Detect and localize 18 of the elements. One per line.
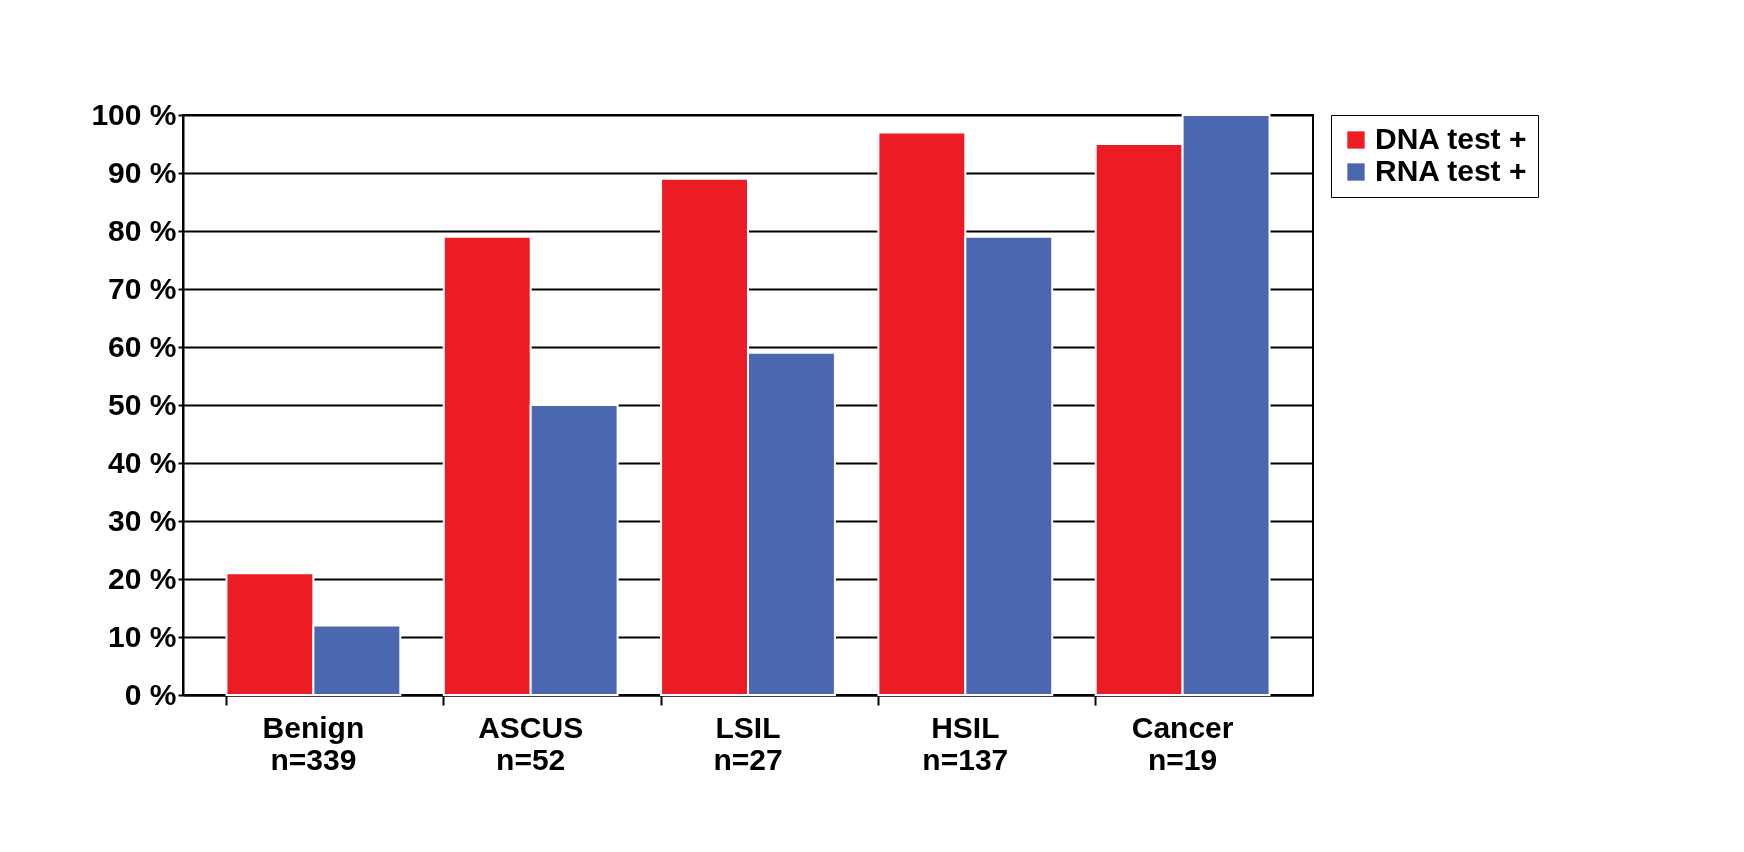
x-tick-label: ASCUS n=52 bbox=[478, 710, 584, 776]
y-tick-label: 40 % bbox=[108, 445, 177, 479]
y-tick-label: 0 % bbox=[124, 677, 177, 711]
y-tick-label: 90 % bbox=[108, 155, 177, 189]
x-tick-label: Benign n=339 bbox=[262, 710, 365, 776]
y-tick-label: 50 % bbox=[108, 387, 177, 421]
x-tick-label: LSIL n=27 bbox=[713, 710, 783, 776]
x-tick-label: HSIL n=137 bbox=[922, 710, 1009, 776]
legend-label: RNA test + bbox=[1375, 154, 1527, 187]
y-tick-label: 30 % bbox=[108, 503, 177, 537]
y-tick-label: 10 % bbox=[108, 619, 177, 653]
legend-label: DNA test + bbox=[1375, 122, 1527, 155]
y-tick-label: 80 % bbox=[108, 213, 177, 247]
y-tick-label: 70 % bbox=[108, 271, 177, 305]
y-tick-label: 20 % bbox=[108, 561, 177, 595]
x-tick-label: Cancer n=19 bbox=[1131, 710, 1234, 776]
y-tick-label: 100 % bbox=[91, 97, 177, 131]
y-tick-label: 60 % bbox=[108, 329, 177, 363]
